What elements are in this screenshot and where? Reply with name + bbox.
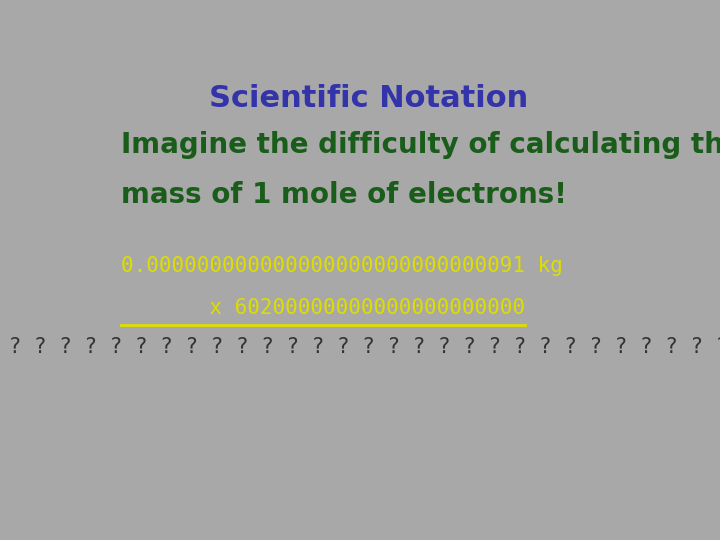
Text: ? ? ? ? ? ? ? ? ? ? ? ? ? ? ? ? ? ? ? ? ? ? ? ? ? ? ? ? ? ? ? ? ? ? ?: ? ? ? ? ? ? ? ? ? ? ? ? ? ? ? ? ? ? ? ? … (0, 337, 720, 357)
Text: Scientific Notation: Scientific Notation (210, 84, 528, 112)
Text: mass of 1 mole of electrons!: mass of 1 mole of electrons! (121, 181, 567, 209)
Text: Imagine the difficulty of calculating the: Imagine the difficulty of calculating th… (121, 131, 720, 159)
Text: 0.000000000000000000000000000091 kg: 0.000000000000000000000000000091 kg (121, 256, 562, 276)
Text: x 60200000000000000000000: x 60200000000000000000000 (121, 298, 525, 318)
